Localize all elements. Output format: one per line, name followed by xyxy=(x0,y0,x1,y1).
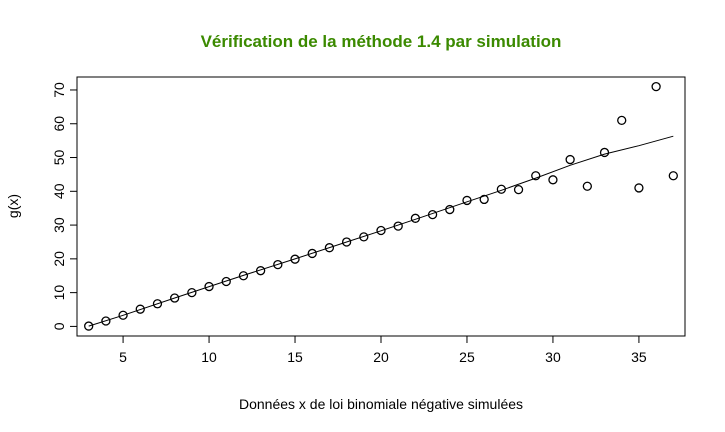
x-tick-label: 35 xyxy=(631,349,647,365)
y-tick-label: 70 xyxy=(51,82,67,98)
data-point xyxy=(427,209,438,220)
data-point xyxy=(187,287,197,298)
data-point xyxy=(462,195,472,206)
y-axis-label: g(x) xyxy=(5,194,21,218)
data-point xyxy=(221,276,231,287)
data-point xyxy=(273,259,283,270)
data-point xyxy=(376,225,386,236)
x-axis: 5 10 15 20 25 30 35 xyxy=(119,335,647,365)
data-point xyxy=(651,81,661,92)
data-point xyxy=(84,321,94,331)
x-tick-label: 30 xyxy=(545,349,561,365)
data-point xyxy=(359,232,369,242)
data-point xyxy=(599,147,610,158)
y-tick-label: 50 xyxy=(51,150,67,166)
data-point xyxy=(410,213,421,223)
data-point xyxy=(152,299,163,309)
data-point xyxy=(324,243,335,253)
x-tick-label: 15 xyxy=(287,349,303,365)
data-point xyxy=(531,171,541,181)
fit-line-layer xyxy=(88,135,674,327)
data-point xyxy=(238,271,249,281)
data-point xyxy=(118,310,128,320)
data-point xyxy=(582,181,592,191)
data-point xyxy=(496,184,507,194)
data-point xyxy=(393,221,403,231)
fit-line xyxy=(88,135,674,327)
x-tick-label: 5 xyxy=(119,349,127,365)
x-tick-label: 20 xyxy=(373,349,389,365)
chart-title: Vérification de la méthode 1.4 par simul… xyxy=(201,32,562,51)
y-tick-label: 60 xyxy=(51,116,67,132)
y-axis: 0 10 20 30 40 50 60 70 xyxy=(51,82,78,330)
x-tick-label: 25 xyxy=(459,349,475,365)
data-point xyxy=(290,254,300,264)
data-point xyxy=(513,184,524,195)
y-tick-label: 20 xyxy=(51,251,67,267)
y-tick-label: 40 xyxy=(51,183,67,199)
data-point xyxy=(548,175,558,185)
data-point xyxy=(565,154,575,165)
data-point xyxy=(341,237,352,247)
data-point xyxy=(135,304,145,314)
data-point xyxy=(668,171,678,181)
data-point xyxy=(445,204,455,215)
plot-box xyxy=(76,76,686,337)
x-tick-label: 10 xyxy=(201,349,217,365)
x-axis-label: Données x de loi binomiale négative simu… xyxy=(239,396,523,412)
data-point xyxy=(617,115,627,126)
data-point xyxy=(634,183,644,193)
data-point xyxy=(101,316,111,326)
data-point xyxy=(479,194,489,205)
data-point xyxy=(307,248,317,259)
y-tick-label: 30 xyxy=(51,217,67,233)
data-point xyxy=(204,281,214,292)
points-layer xyxy=(84,81,678,331)
y-tick-label: 10 xyxy=(51,285,67,301)
data-point xyxy=(255,266,266,276)
y-tick-label: 0 xyxy=(51,322,67,330)
data-point xyxy=(170,293,180,303)
